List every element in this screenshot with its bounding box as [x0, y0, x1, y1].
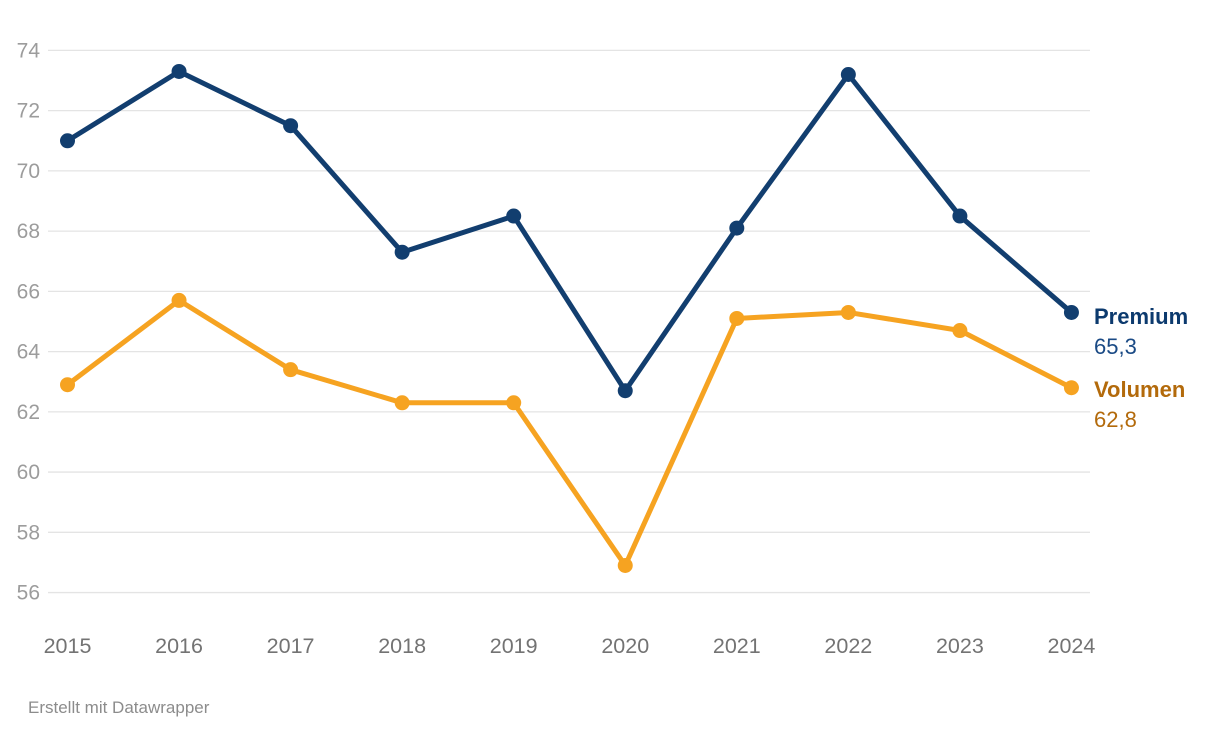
data-point-premium: [952, 208, 968, 224]
series-label-volumen: Volumen 62,8: [1094, 377, 1185, 433]
data-point-volumen: [1063, 380, 1079, 396]
x-axis-tick-label: 2020: [601, 634, 649, 658]
series-line-volumen: [65, 297, 1074, 568]
x-axis-tick-label: 2017: [267, 634, 315, 658]
x-axis-tick-label: 2016: [155, 634, 203, 658]
x-axis-tick-label: 2019: [490, 634, 538, 658]
data-point-volumen: [952, 323, 968, 339]
data-point-premium: [394, 244, 410, 260]
x-axis-tick-label: 2015: [44, 634, 92, 658]
data-point-volumen: [617, 557, 633, 573]
x-axis-tick-label: 2023: [936, 634, 984, 658]
y-axis-tick-label: 66: [17, 280, 40, 303]
y-axis-tick-label: 56: [17, 582, 40, 605]
y-axis-tick-label: 58: [17, 521, 40, 544]
y-axis-tick-label: 60: [17, 461, 40, 484]
datawrapper-credit: Erstellt mit Datawrapper: [28, 698, 210, 717]
series-end-value-volumen: 62,8: [1094, 407, 1137, 432]
data-point-premium: [60, 133, 75, 149]
series-line-premium: [65, 68, 1074, 394]
y-axis-tick-label: 62: [17, 401, 40, 424]
x-axis-tick-label: 2024: [1048, 634, 1096, 658]
series-end-value-premium: 65,3: [1094, 334, 1137, 359]
y-axis-tick-label: 72: [17, 100, 40, 123]
data-point-premium: [506, 208, 522, 224]
y-axis-tick-label: 64: [17, 341, 41, 364]
data-point-volumen: [506, 395, 522, 411]
data-point-volumen: [60, 377, 75, 393]
data-point-premium: [171, 63, 187, 79]
data-point-volumen: [394, 395, 410, 411]
data-point-volumen: [283, 362, 299, 378]
data-point-volumen: [840, 304, 856, 320]
x-axis-tick-label: 2018: [378, 634, 426, 658]
data-point-premium: [729, 220, 745, 236]
x-axis-tick-label: 2022: [824, 634, 872, 658]
series-name-volumen: Volumen: [1094, 377, 1186, 402]
data-point-premium: [283, 118, 299, 134]
x-axis-tick-label: 2021: [713, 634, 761, 658]
data-point-premium: [840, 66, 856, 82]
data-point-volumen: [729, 310, 745, 326]
y-axis-tick-label: 70: [17, 160, 40, 183]
series-name-premium: Premium: [1094, 304, 1189, 329]
data-point-premium: [1063, 304, 1079, 320]
data-point-premium: [617, 383, 633, 399]
series-label-premium: Premium 65,3: [1094, 304, 1188, 360]
y-axis-tick-label: 74: [17, 39, 41, 62]
y-axis-tick-label: 68: [17, 220, 40, 243]
data-point-volumen: [171, 292, 187, 308]
